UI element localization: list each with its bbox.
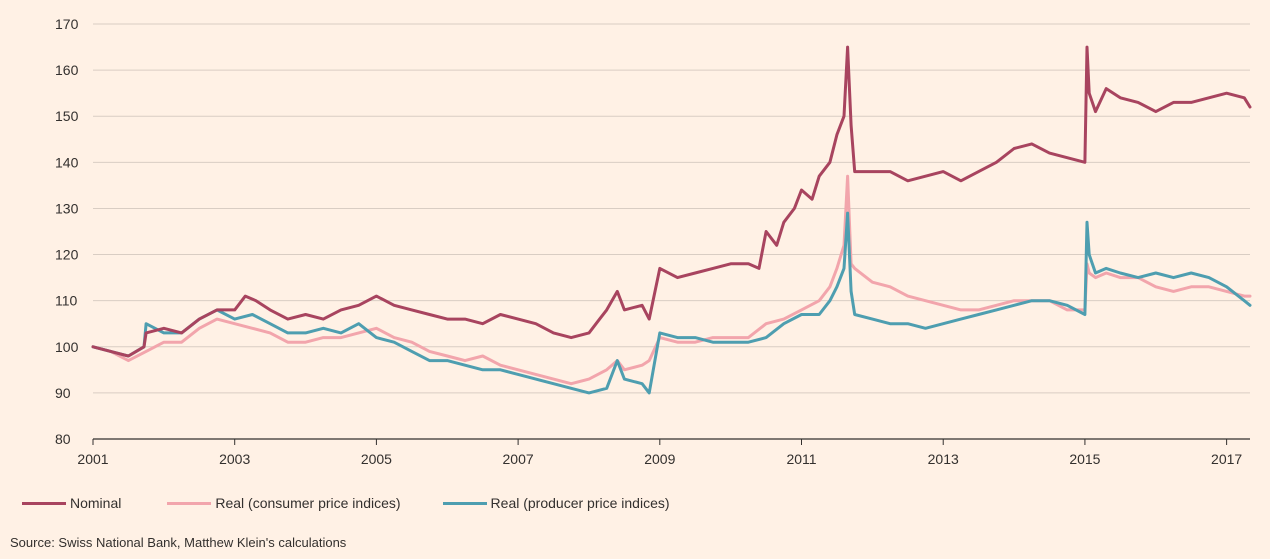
legend-swatch bbox=[22, 501, 66, 505]
y-tick-label: 90 bbox=[55, 385, 71, 401]
y-tick-label: 170 bbox=[55, 16, 79, 32]
x-tick-label: 2003 bbox=[219, 451, 250, 467]
series-line-real-producer-price-indices bbox=[91, 211, 1252, 395]
legend-label: Real (producer price indices) bbox=[490, 495, 670, 511]
legend-label: Nominal bbox=[70, 495, 122, 511]
legend-label: Real (consumer price indices) bbox=[215, 495, 401, 511]
x-tick-label: 2015 bbox=[1069, 451, 1100, 467]
x-tick-label: 2005 bbox=[361, 451, 392, 467]
x-tick-label: 2017 bbox=[1211, 451, 1242, 467]
x-tick-label: 2007 bbox=[503, 451, 534, 467]
y-tick-label: 150 bbox=[55, 108, 79, 124]
x-tick-label: 2013 bbox=[928, 451, 959, 467]
y-tick-label: 110 bbox=[55, 293, 78, 309]
y-tick-label: 80 bbox=[55, 431, 71, 447]
y-tick-label: 130 bbox=[55, 200, 79, 216]
series-line-nominal bbox=[91, 45, 1252, 358]
legend-item: Real (producer price indices) bbox=[442, 495, 670, 511]
y-tick-label: 120 bbox=[55, 247, 79, 263]
y-tick-label: 160 bbox=[55, 62, 79, 78]
source-note: Source: Swiss National Bank, Matthew Kle… bbox=[10, 535, 347, 550]
legend: Nominal Real (consumer price indices) Real… bbox=[22, 493, 670, 513]
x-tick-label: 2011 bbox=[786, 451, 816, 467]
y-tick-label: 140 bbox=[55, 154, 79, 170]
x-tick-label: 2001 bbox=[77, 451, 108, 467]
legend-item: Nominal bbox=[22, 495, 121, 511]
series-line-real-consumer-price-indices bbox=[91, 174, 1252, 386]
legend-item: Real (consumer price indices) bbox=[167, 495, 401, 511]
legend-swatch bbox=[167, 501, 212, 505]
y-tick-label: 100 bbox=[55, 339, 79, 355]
legend-swatch bbox=[442, 501, 487, 505]
x-tick-label: 2009 bbox=[644, 451, 675, 467]
